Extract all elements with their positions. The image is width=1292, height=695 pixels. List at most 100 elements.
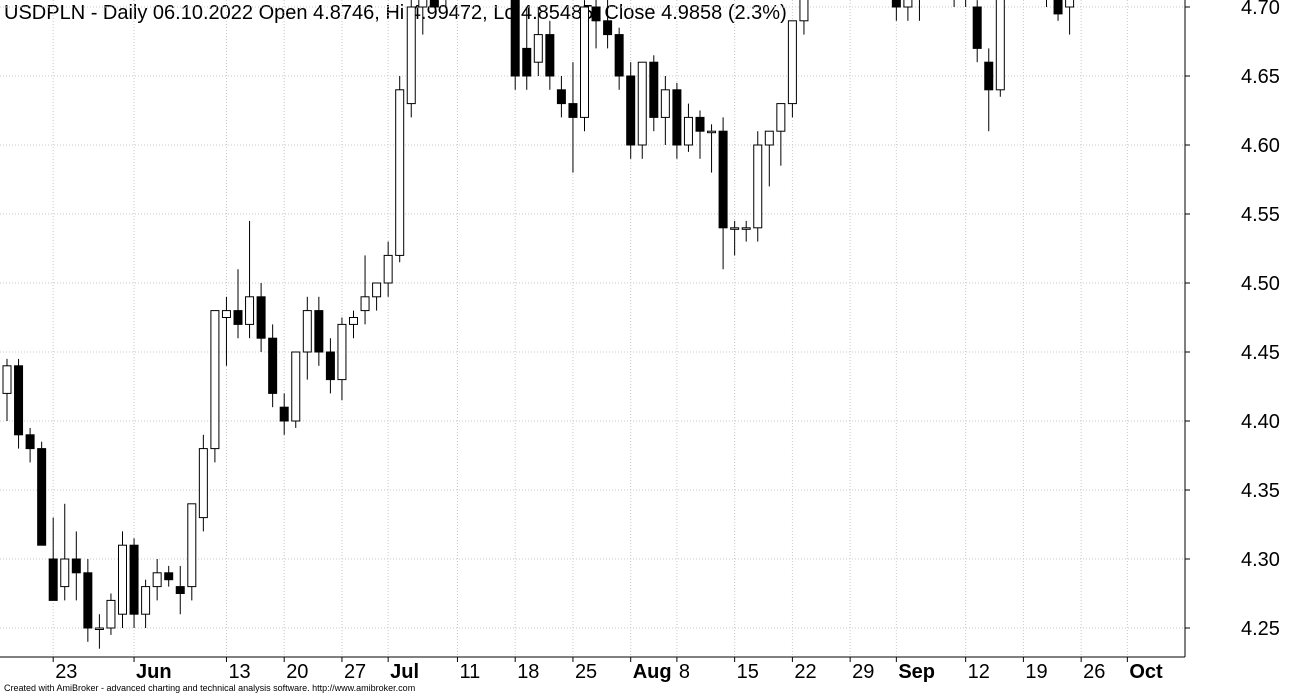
x-tick-label: 18 bbox=[517, 661, 539, 683]
x-axis-labels: 23 Jun 13 20 27 Jul 11 18 25 Aug 8 15 22 29 Sep 12 19 26 O… bbox=[52, 657, 1163, 683]
candle-body-down bbox=[556, 89, 566, 105]
candle-body-down bbox=[14, 365, 24, 436]
x-tick-label: Jun bbox=[136, 661, 172, 683]
candle-body-up bbox=[903, 0, 913, 8]
candle-body-up bbox=[533, 34, 543, 63]
candle-body-down bbox=[429, 0, 439, 8]
candle-body-up bbox=[349, 317, 358, 325]
candle-body-down bbox=[25, 434, 35, 450]
candle-body-down bbox=[37, 448, 47, 546]
x-tick-label: 12 bbox=[968, 661, 990, 683]
candle-body-up bbox=[776, 103, 786, 132]
candle bbox=[787, 20, 797, 118]
candle bbox=[672, 82, 682, 159]
candle-body-up bbox=[337, 323, 347, 381]
candle bbox=[776, 103, 786, 166]
candle-body-up bbox=[198, 448, 208, 519]
candle-body-up bbox=[683, 116, 693, 146]
candle bbox=[1065, 0, 1075, 35]
candle-body-up bbox=[753, 144, 763, 229]
candle bbox=[37, 441, 47, 546]
candle-body-down bbox=[233, 310, 243, 325]
candle-body-down bbox=[672, 89, 682, 146]
candle bbox=[14, 358, 24, 449]
candle-body-up bbox=[406, 6, 416, 105]
candle-body-up bbox=[106, 599, 116, 629]
candle-body-down bbox=[614, 34, 624, 77]
candle bbox=[360, 255, 370, 325]
y-tick-label: 4.35 bbox=[1241, 480, 1280, 502]
candle-body-down bbox=[972, 6, 982, 49]
candle bbox=[707, 124, 717, 173]
x-tick-label: Aug bbox=[633, 661, 672, 683]
candle bbox=[918, 0, 920, 21]
candle bbox=[649, 55, 659, 132]
candle bbox=[187, 503, 197, 601]
candle-body-down bbox=[256, 296, 266, 339]
candle bbox=[730, 220, 740, 256]
candle bbox=[2, 358, 12, 421]
candle bbox=[953, 0, 955, 7]
candle-body-up bbox=[118, 544, 127, 615]
candle bbox=[175, 565, 185, 615]
candle-body-down bbox=[603, 20, 613, 36]
candle bbox=[152, 559, 162, 601]
candle bbox=[568, 62, 578, 173]
candle bbox=[418, 0, 428, 35]
candle bbox=[406, 0, 416, 118]
candle bbox=[106, 593, 116, 635]
candle bbox=[198, 434, 208, 532]
candle bbox=[337, 317, 347, 401]
candle-body-down bbox=[695, 116, 705, 132]
candle bbox=[683, 103, 693, 152]
candle bbox=[580, 0, 589, 132]
candle bbox=[556, 76, 566, 118]
candle bbox=[718, 117, 728, 270]
x-tick-label: Sep bbox=[898, 661, 935, 683]
candle-body-down bbox=[891, 0, 901, 8]
candle-body-down bbox=[545, 34, 555, 77]
y-tick-label: 4.60 bbox=[1241, 135, 1280, 157]
candle bbox=[129, 538, 139, 628]
candle bbox=[372, 282, 382, 311]
candle bbox=[695, 110, 705, 159]
candle-body-up bbox=[730, 227, 740, 230]
x-tick-label: Jul bbox=[390, 661, 419, 683]
candle-body-down bbox=[568, 103, 578, 118]
candle-body-up bbox=[360, 296, 370, 312]
candle-body-down bbox=[591, 6, 601, 22]
candle-body-up bbox=[141, 586, 151, 615]
candle bbox=[268, 324, 278, 408]
candle bbox=[965, 0, 967, 7]
candle-body-down bbox=[175, 586, 185, 594]
candle bbox=[291, 351, 301, 428]
candle-body-up bbox=[787, 20, 797, 105]
y-tick-label: 4.30 bbox=[1241, 549, 1280, 571]
candle bbox=[626, 62, 636, 159]
candle-body-up bbox=[418, 0, 428, 8]
candle bbox=[637, 61, 647, 159]
candle bbox=[753, 131, 763, 242]
y-tick-label: 4.65 bbox=[1241, 66, 1280, 88]
candle bbox=[660, 76, 670, 145]
y-axis-labels: 4.25 4.30 4.35 4.40 4.45 4.50 4.55 4.60 4.65 4.70… bbox=[1185, 0, 1280, 640]
y-tick-label: 4.55 bbox=[1241, 204, 1280, 226]
y-tick-label: 4.45 bbox=[1241, 342, 1280, 364]
y-tick-label: 4.50 bbox=[1241, 273, 1280, 295]
candle-body-down bbox=[718, 130, 728, 229]
candle bbox=[741, 220, 751, 242]
candle-body-up bbox=[94, 627, 104, 630]
candle-body-up bbox=[221, 310, 231, 319]
candle bbox=[325, 338, 335, 394]
candle bbox=[545, 20, 555, 90]
candle bbox=[141, 579, 151, 628]
candle-body-up bbox=[210, 310, 220, 450]
candle-body-up bbox=[291, 351, 301, 422]
candle-body-down bbox=[626, 75, 636, 146]
candle-body-up bbox=[660, 89, 670, 118]
candle bbox=[799, 0, 809, 35]
candle-body-down bbox=[279, 406, 289, 422]
candle bbox=[71, 531, 81, 601]
candle-body-up bbox=[799, 0, 809, 22]
